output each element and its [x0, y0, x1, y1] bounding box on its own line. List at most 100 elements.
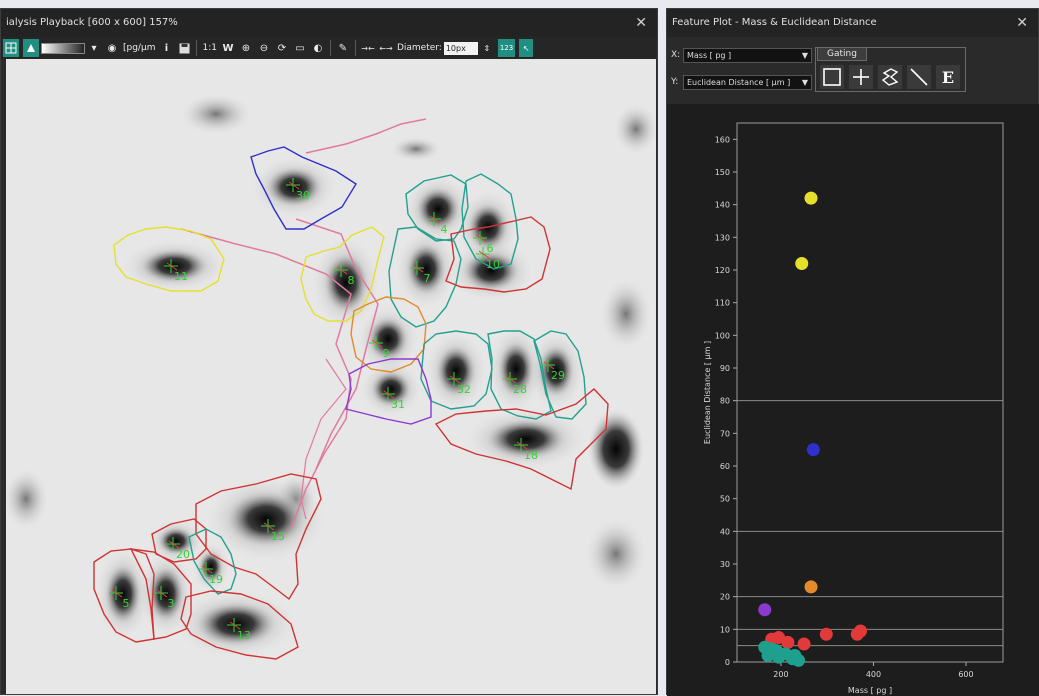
cell-outline[interactable]	[345, 358, 432, 425]
cell-outline[interactable]	[445, 216, 551, 293]
cell-body	[148, 566, 184, 622]
cell-outline[interactable]	[388, 226, 462, 328]
cell-body	[158, 527, 194, 555]
y-tick-label: 0	[725, 658, 730, 667]
cell-body	[486, 419, 566, 459]
cell-marker	[288, 181, 300, 190]
cell-label: 6	[487, 242, 494, 255]
y-axis-select-value: Euclidean Distance [ µm ]	[687, 78, 791, 87]
toolbar-separator	[196, 40, 198, 56]
zoom-out-icon[interactable]: ⊖	[259, 42, 269, 54]
cell-outline[interactable]	[487, 330, 552, 420]
data-point[interactable]	[758, 603, 772, 617]
y-tick-label: 20	[720, 593, 730, 602]
data-point[interactable]	[795, 256, 809, 270]
feature-plot-window: Feature Plot - Mass & Euclidean Distance…	[666, 8, 1039, 696]
x-tick-label: 200	[773, 670, 788, 679]
cell-marker	[516, 441, 528, 450]
fit-view-icon[interactable]	[3, 39, 19, 57]
data-point[interactable]	[854, 624, 868, 638]
cell-outline[interactable]	[180, 590, 299, 660]
line-gate-icon[interactable]	[907, 65, 931, 89]
eye-icon[interactable]: ◉	[107, 42, 117, 54]
cell-outline[interactable]	[195, 473, 322, 601]
y-tick-label: 110	[715, 299, 730, 308]
cell-outline[interactable]	[250, 146, 357, 230]
cell-marker	[263, 522, 275, 531]
pointer-tool-icon[interactable]: ↖	[519, 39, 534, 57]
info-icon[interactable]: i	[164, 42, 169, 54]
cell-marker	[412, 264, 424, 273]
cell-outline[interactable]	[129, 548, 192, 640]
cell-outline[interactable]	[300, 226, 385, 322]
data-point[interactable]	[797, 637, 811, 651]
gradient-dropdown-icon[interactable]: ▾	[91, 42, 97, 54]
cell-label: 3	[168, 597, 175, 610]
data-point[interactable]	[819, 627, 833, 641]
collapse-icon[interactable]: →←	[361, 43, 375, 53]
cross-gate-icon[interactable]	[849, 65, 873, 89]
rotate-icon[interactable]: ⟳	[277, 42, 287, 54]
cell-label: 10	[486, 258, 500, 271]
cell-body	[538, 345, 574, 397]
x-axis-select[interactable]: Mass [ pg ] ▼	[683, 48, 812, 63]
cell-outline[interactable]	[188, 528, 237, 595]
cell-body	[226, 491, 306, 547]
zoom-in-icon[interactable]: ⊕	[241, 42, 251, 54]
cell-marker	[505, 375, 517, 384]
featureplot-title: Feature Plot - Mass & Euclidean Distance	[672, 17, 877, 28]
unit-label[interactable]: [pg/µm	[123, 43, 156, 53]
cell-outline[interactable]	[405, 174, 469, 242]
brightness-icon[interactable]: ◐	[313, 42, 323, 54]
scatter-plot[interactable]: 0 10 20 30 40 50 60 70 80 90 100 110 120 130 140 150 160…	[667, 104, 1039, 696]
colormap-gradient[interactable]	[41, 42, 85, 54]
cell-label: 11	[174, 270, 188, 283]
cell-label: 4	[441, 223, 448, 236]
data-point[interactable]	[786, 652, 800, 666]
x-axis-select-value: Mass [ pg ]	[687, 51, 732, 60]
gating-tab[interactable]: Gating	[817, 47, 867, 61]
data-point[interactable]	[804, 191, 818, 205]
zoom-1-1-button[interactable]: 1:1	[202, 43, 217, 53]
x-tick-label: 600	[958, 670, 973, 679]
cell-marker	[475, 234, 487, 243]
cell-body	[199, 551, 223, 583]
cell-label: 9	[383, 347, 390, 360]
chevron-down-icon: ▼	[801, 78, 808, 87]
diameter-spin-icon[interactable]: ⇕	[483, 43, 491, 53]
cell-outline[interactable]	[434, 388, 609, 491]
cell-outline[interactable]	[113, 226, 225, 292]
cell-label: 5	[123, 597, 130, 610]
diameter-label: Diameter:	[396, 43, 442, 53]
playback-toolbar: ▾ ◉ [pg/µm i 1:1 W ⊕ ⊖ ⟳ ▭ ◐ ✎ →← ←→ Dia…	[1, 37, 657, 59]
fit-width-button[interactable]: W	[222, 42, 234, 54]
cell-body	[436, 345, 476, 397]
pencil-icon[interactable]: ✎	[338, 42, 348, 54]
playback-close-icon[interactable]: ✕	[635, 15, 647, 31]
data-point[interactable]	[806, 443, 820, 457]
featureplot-close-icon[interactable]: ✕	[1016, 15, 1028, 31]
expand-icon[interactable]: ←→	[379, 43, 393, 53]
cell-outline[interactable]	[533, 330, 587, 420]
microscopy-image[interactable]: 30 11 8 4 6 7 10 9 32 28 29 31 18 15 20 19 5 3 13	[6, 59, 656, 694]
cell-body	[406, 243, 446, 295]
ellipse-gate-icon[interactable]: E	[936, 65, 960, 89]
rectangle-gate-icon[interactable]	[820, 65, 844, 89]
cell-marker	[383, 390, 395, 399]
y-axis-select[interactable]: Euclidean Distance [ µm ] ▼	[683, 75, 812, 90]
diameter-input[interactable]: 10px	[443, 41, 478, 55]
image-mode-icon[interactable]	[23, 39, 39, 57]
save-icon[interactable]	[177, 39, 191, 57]
ruler-icon[interactable]: ▭	[295, 42, 305, 54]
cell-outline[interactable]	[461, 173, 519, 270]
cell-body	[368, 317, 408, 361]
y-tick-label: 90	[720, 364, 730, 373]
polygon-gate-icon[interactable]	[878, 65, 902, 89]
data-point[interactable]	[804, 580, 818, 594]
data-point[interactable]	[781, 635, 795, 649]
data-point[interactable]	[761, 648, 775, 662]
cell-counter-button[interactable]: 123	[497, 39, 516, 57]
cell-outline[interactable]	[420, 330, 493, 410]
y-tick-label: 10	[720, 625, 730, 634]
y-tick-label: 160	[715, 135, 730, 144]
